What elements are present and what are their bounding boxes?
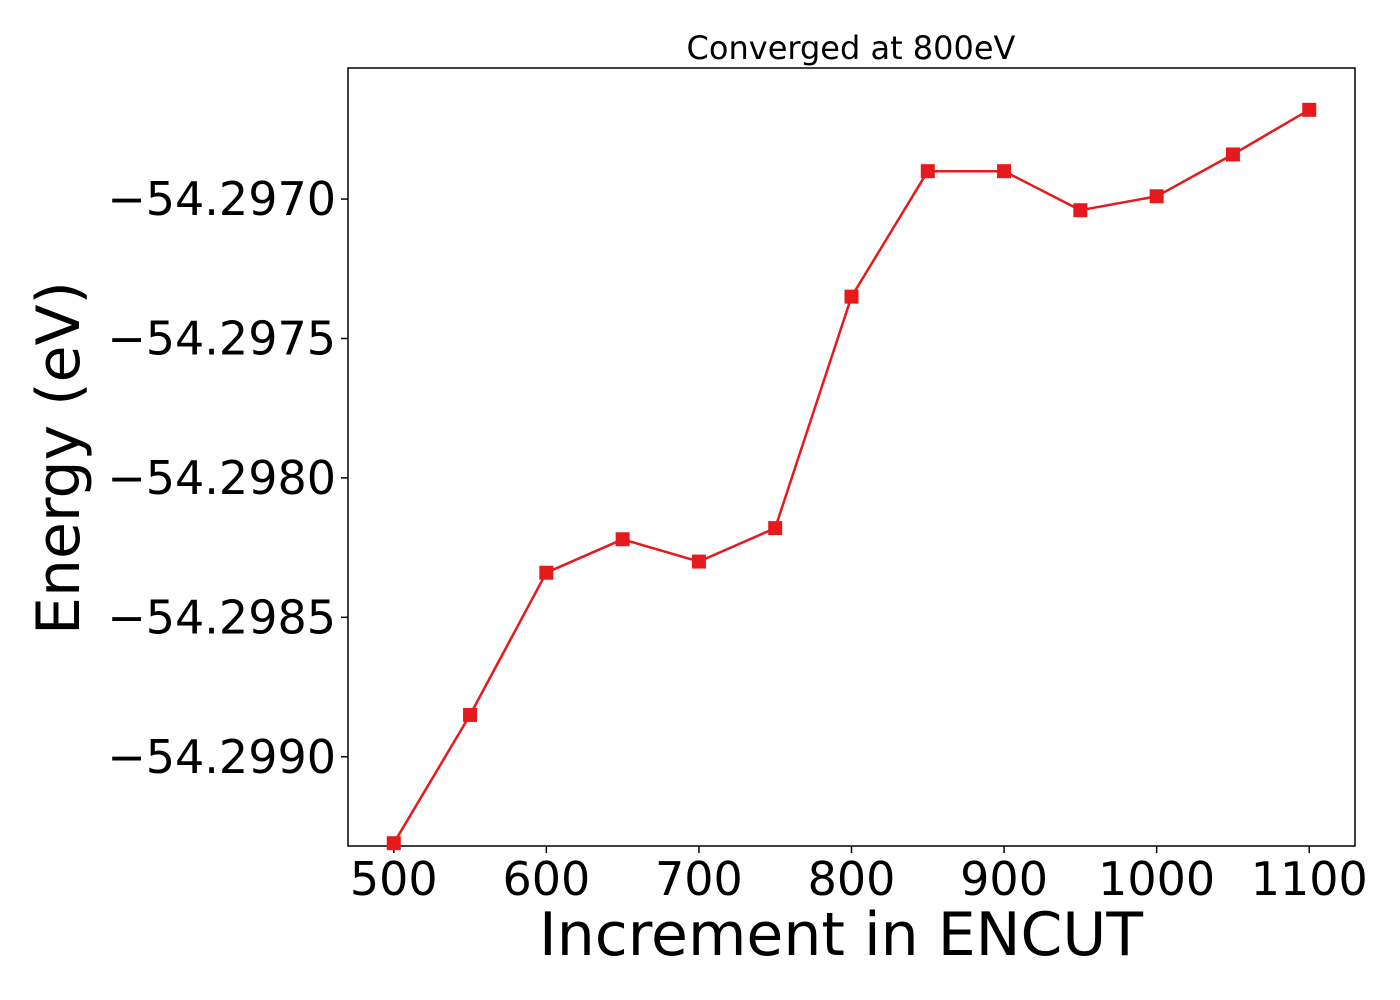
series-line bbox=[392, 108, 1310, 844]
y-tick-label: −54.2980 bbox=[107, 451, 336, 505]
plot-area-frame bbox=[347, 67, 1356, 847]
data-point-marker bbox=[1073, 203, 1088, 218]
y-axis-label: Energy (eV) bbox=[24, 281, 94, 635]
energy-series bbox=[386, 102, 1317, 851]
y-tick-label: −54.2990 bbox=[107, 730, 336, 784]
x-tick-label: 800 bbox=[808, 852, 896, 906]
x-axis-label: Increment in ENCUT bbox=[539, 900, 1143, 970]
y-tick-label: −54.2985 bbox=[107, 590, 336, 644]
data-point-marker bbox=[615, 532, 630, 547]
data-point-marker bbox=[539, 565, 554, 580]
data-point-marker bbox=[920, 164, 935, 179]
data-point-marker bbox=[1225, 147, 1240, 162]
x-tick-label: 500 bbox=[350, 852, 438, 906]
data-point-marker bbox=[1302, 102, 1317, 117]
x-tick-label: 600 bbox=[502, 852, 590, 906]
x-tick-label: 700 bbox=[655, 852, 743, 906]
y-tick-label: −54.2970 bbox=[107, 172, 336, 226]
data-point-marker bbox=[1149, 189, 1164, 204]
data-point-marker bbox=[691, 554, 706, 569]
x-tick-label: 900 bbox=[960, 852, 1048, 906]
y-tick-label: −54.2975 bbox=[107, 311, 336, 365]
data-point-marker bbox=[997, 164, 1012, 179]
x-tick-label: 1100 bbox=[1251, 852, 1368, 906]
data-point-marker bbox=[844, 289, 859, 304]
data-point-marker bbox=[768, 521, 783, 536]
chart-title: Converged at 800eV bbox=[687, 29, 1016, 67]
data-point-marker bbox=[386, 836, 401, 851]
x-axis-ticks: 500 600 700 800 900 1000 1100 bbox=[350, 846, 1368, 906]
x-tick-label: 1000 bbox=[1098, 852, 1215, 906]
y-axis-ticks: −54.2970 −54.2975 −54.2980 −54.2985 −54.2990 bbox=[107, 172, 348, 784]
data-point-marker bbox=[463, 707, 478, 722]
